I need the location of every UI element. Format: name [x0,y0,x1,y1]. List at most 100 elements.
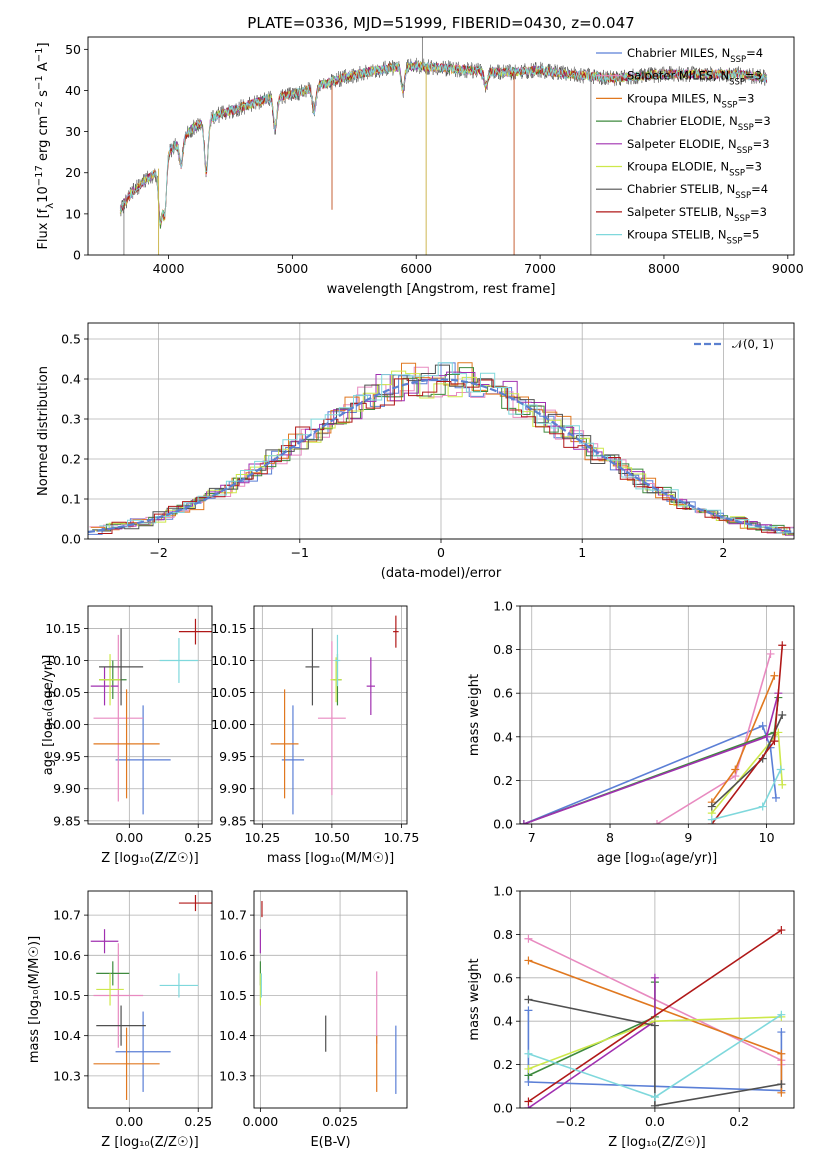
spectrum-ytick-label: 10 [65,206,81,221]
legend-sub: SSP [727,237,743,247]
residuals-step-salpeter_stelib [97,378,794,534]
mass_vs_Z-frame [87,890,213,1109]
legend-tail: =3 [753,137,770,151]
spectrum-ylabel-part: erg cm [36,116,51,165]
age_vs_mass-xlabel: mass [log₁₀(M/M☉)] [267,851,394,866]
weight_vs_age-marker-salpeter_stelib [778,641,787,650]
spectrum-xlabel: wavelength [Angstrom, rest frame] [327,282,556,297]
weight_vs_Z-marker-salpeter_elodie [650,973,659,982]
mass_vs_Z-axes: 0.00 0.25 10.3 10.4 10.5 10.6 10.7 Z [log₁₀(Z/Z… [27,891,212,1150]
residuals-xtick-label: −2 [149,545,167,560]
weight_vs_Z-marker-chabrier_stelib [650,1021,659,1030]
spectrum-ylabel: Flux [fλ10−17 erg cm−2 s−1 A−1] [34,42,56,249]
legend-tail: =3 [754,114,771,128]
mass_vs_ebv-xtick-label: 0.000 [242,1114,278,1129]
legend-base: Chabrier ELODIE, N [627,114,738,128]
age_vs_Z-ytick-label: 9.95 [53,749,81,764]
weight_vs_Z-xtick-label: −0.2 [555,1114,585,1129]
mass_vs_ebv-ytick-label: 10.6 [219,948,247,963]
legend-tail: =3 [745,69,762,83]
age_vs_Z-ytick-label: 10.10 [45,653,81,668]
weight_vs_Z-xtick-label: 0.2 [729,1114,749,1129]
weight_vs_age-marker-salpeter_miles [766,649,775,658]
legend-base: Salpeter STELIB, N [627,205,734,219]
legend-sub: SSP [738,123,754,133]
residuals-xtick-label: 0 [437,545,445,560]
spectrum-legend-label-kroupa_elodie: Kroupa ELODIE, NSSP=3 [627,160,762,179]
weight_vs_age-ytick-label: 0.4 [493,729,513,744]
weight_vs_age-marker-kroupa_stelib [776,765,785,774]
weight_vs_Z-marker-salpeter_stelib [524,1097,533,1106]
weight_vs_age-lines [520,641,787,824]
legend-tail: =4 [751,182,768,196]
weight_vs_age-line-chabrier_miles [523,724,777,824]
weight_vs_Z-ytick-label: 0.2 [493,1057,513,1072]
age_vs_mass-ytick-label: 10.10 [211,653,247,668]
legend-sub: SSP [734,214,750,224]
age_vs_mass-ytick-label: 10.05 [211,685,247,700]
spectrum-legend-label-chabrier_miles: Chabrier MILES, NSSP=4 [627,46,763,65]
weight_vs_Z-marker-kroupa_elodie [524,1064,533,1073]
weight_vs_age-marker-chabrier_miles [758,721,767,730]
weight_vs_Z-marker-kroupa_miles [777,1049,786,1058]
weight_vs_age-marker-kroupa_miles [731,765,740,774]
age_vs_Z-axes: 0.00 0.25 9.85 9.90 9.95 10.00 10.05 10.10 10.15… [41,606,212,866]
mass_vs_Z-ytick-label: 10.5 [53,988,81,1003]
age_vs_mass-ytick-label: 9.95 [219,749,247,764]
legend-tail: =3 [750,205,767,219]
mass_vs_ebv-ytick-label: 10.7 [219,908,247,923]
weight_vs_Z-ytick-label: 0.4 [493,1014,513,1029]
weight_vs_age-marker-chabrier_stelib [707,802,716,811]
weight_vs_age-marker-chabrier_miles [771,793,780,802]
age_vs_Z-ytick-label: 10.00 [45,717,81,732]
age_vs_Z-ylabel: age [log₁₀(age/yr)] [41,655,56,776]
weight_vs_Z-marker-kroupa_miles [777,1088,786,1097]
spectrum-legend-label-chabrier_elodie: Chabrier ELODIE, NSSP=3 [627,114,771,133]
weight_vs_Z-ylabel: mass weight [467,958,482,1040]
spectrum-axes: 4000 5000 6000 7000 8000 9000 0 10 20 30 40 50 wavel… [65,42,804,297]
residuals-ytick-label: 0.5 [61,332,81,347]
age_vs_Z-xlabel: Z [log₁₀(Z/Z☉)] [101,851,198,866]
weight_vs_Z-marker-kroupa_stelib [777,1010,786,1019]
residuals-ytick-label: 0.3 [61,412,81,427]
weight_vs_Z-line-salpeter_stelib [527,929,782,1103]
spectrum-lines [119,37,768,255]
weight_vs_age-marker-salpeter_miles [653,820,661,824]
mass_vs_ebv-xlabel: E(B-V) [310,1135,350,1150]
weight_vs_Z-ytick-label: 1.0 [493,884,513,899]
weight_vs_Z-marker-kroupa_miles [524,956,533,965]
legend-tail: =3 [745,160,762,174]
spectrum-ylabel-part: −1 [34,75,45,90]
mass_vs_Z-ylabel: mass [log₁₀(M/M☉)] [27,936,42,1063]
mass_vs_Z-ytick-label: 10.4 [53,1028,81,1043]
weight_vs_Z-marker-salpeter_stelib [777,926,786,935]
spectrum-xtick-label: 5000 [276,261,308,276]
residuals-ytick-label: 0.2 [61,452,81,467]
legend-base: Salpeter ELODIE, N [627,137,737,151]
spectrum-legend-label-kroupa_stelib: Kroupa STELIB, NSSP=5 [627,228,759,247]
spectrum-xtick-label: 9000 [772,261,804,276]
age_vs_Z-xtick-label: 0.25 [184,830,212,845]
mass_vs_Z-xlabel: Z [log₁₀(Z/Z☉)] [101,1135,198,1150]
legend-sub: SSP [729,169,745,179]
age_vs_mass-ytick-label: 10.15 [211,621,247,636]
mass_vs_Z-xtick-label: 0.00 [115,1114,143,1129]
spectrum-ylabel-part: λ [45,203,56,209]
age_vs_mass-points [270,615,399,815]
age_vs_Z-ytick-label: 10.15 [45,621,81,636]
weight_vs_age-xtick-label: 9 [684,830,692,845]
mass_vs_ebv-xtick-label: 0.025 [322,1114,358,1129]
weight_vs_age-line-kroupa_stelib [711,769,782,821]
spectrum-series-kroupa_stelib [119,61,768,224]
weight_vs_age-marker-salpeter_elodie [520,820,528,824]
weight_vs_Z-marker-chabrier_miles [524,1006,533,1015]
mass_vs_Z-xtick-label: 0.25 [184,1114,212,1129]
weight_vs_age-ytick-label: 0.8 [493,642,513,657]
age_vs_mass-axes: 10.25 10.50 10.75 9.85 9.90 9.95 10.00 10.05 10.… [211,606,419,866]
weight_vs_age-xtick-label: 10 [759,830,775,845]
age_vs_mass-xtick-label: 10.50 [314,830,350,845]
age_vs_mass-ytick-label: 9.90 [219,781,247,796]
mass_vs_ebv-ytick-label: 10.4 [219,1028,247,1043]
